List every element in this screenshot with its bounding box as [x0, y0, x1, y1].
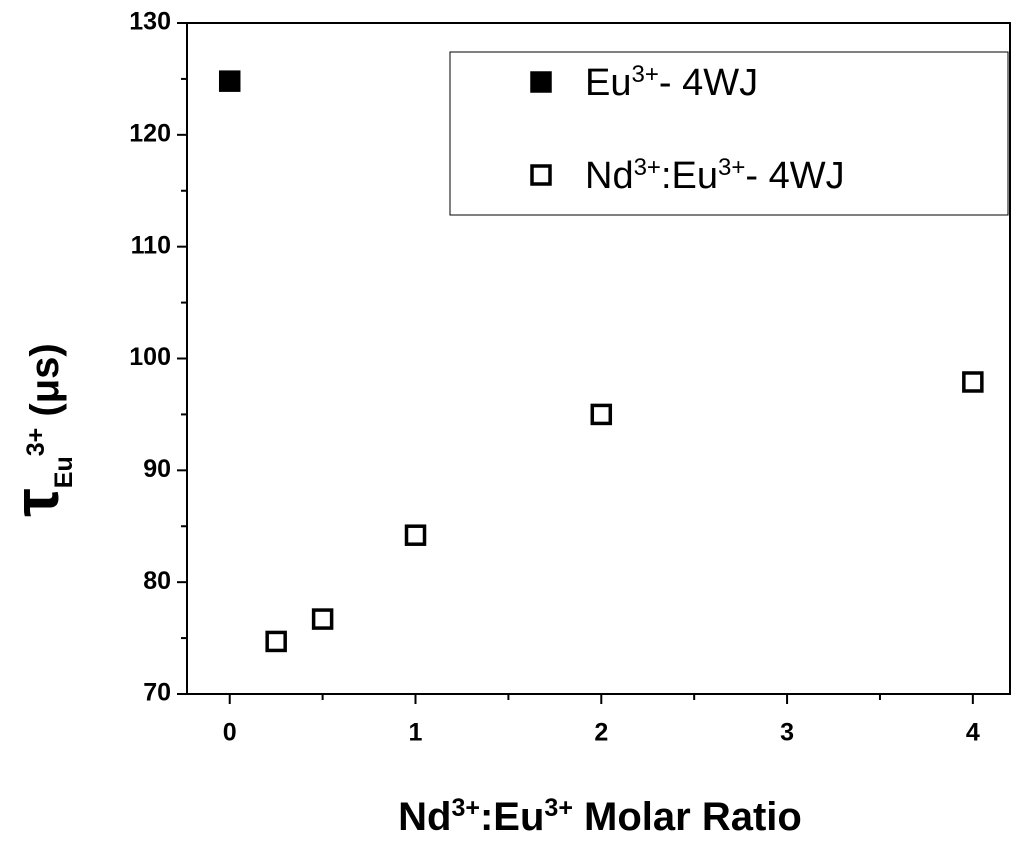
point: [311, 608, 334, 630]
y-tick-label: 130: [129, 8, 171, 36]
y-tick-label: 70: [143, 679, 171, 707]
text-part: 3+: [544, 794, 573, 822]
y-tick-label: 100: [129, 343, 171, 371]
text-part: τ: [0, 488, 72, 517]
text-part: Nd: [585, 155, 634, 197]
text-part: 3+: [634, 154, 661, 181]
legend-label: Nd3+:Eu3+- 4WJ: [585, 154, 845, 198]
x-axis-title: Nd3+:Eu3+ Molar Ratio: [398, 794, 802, 839]
text-part: 3+: [451, 794, 480, 822]
legend-marker: [530, 71, 552, 93]
point: [265, 630, 287, 653]
y-tick-label: 80: [143, 567, 171, 595]
x-tick-label: 2: [594, 719, 608, 747]
text-part: Molar Ratio: [573, 795, 802, 839]
text-part: 3+: [22, 428, 50, 457]
y-tick-label: 120: [129, 119, 171, 147]
text-part: - 4WJ: [745, 155, 844, 197]
text-part: Nd: [398, 795, 451, 839]
text-part: Eu: [585, 62, 631, 104]
text-part: 3+: [718, 154, 745, 181]
x-tick-label: 1: [409, 719, 423, 747]
y-axis-title: τEu3+ (μs): [0, 343, 78, 517]
y-tick-label: 110: [131, 231, 171, 259]
point: [404, 524, 427, 546]
text-part: (μs): [23, 343, 67, 427]
point: [962, 371, 984, 393]
x-tick-label: 3: [780, 719, 794, 747]
point: [218, 70, 241, 92]
legend-marker: [530, 164, 552, 186]
y-tick-label: 90: [143, 455, 171, 483]
text-part: Eu: [50, 456, 78, 488]
text-part: - 4WJ: [659, 62, 758, 104]
text-part: :Eu: [661, 155, 718, 197]
x-tick-label: 4: [966, 719, 980, 747]
text-part: :Eu: [480, 795, 544, 839]
x-tick-label: 0: [223, 719, 237, 747]
point: [590, 403, 613, 426]
text-part: 3+: [631, 61, 658, 88]
legend-label: Eu3+- 4WJ: [585, 61, 758, 105]
